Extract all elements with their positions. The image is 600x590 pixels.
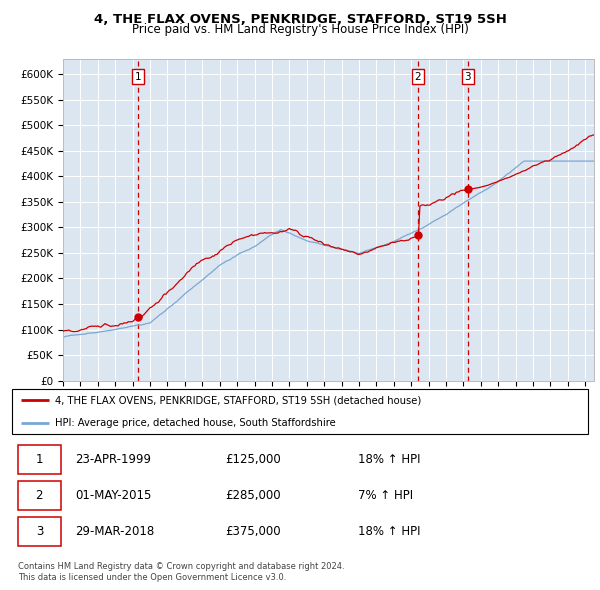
Text: HPI: Average price, detached house, South Staffordshire: HPI: Average price, detached house, Sout… bbox=[55, 418, 336, 428]
Text: 1: 1 bbox=[35, 453, 43, 466]
Text: 4, THE FLAX OVENS, PENKRIDGE, STAFFORD, ST19 5SH: 4, THE FLAX OVENS, PENKRIDGE, STAFFORD, … bbox=[94, 13, 506, 26]
Text: 29-MAR-2018: 29-MAR-2018 bbox=[76, 525, 155, 538]
Text: 01-MAY-2015: 01-MAY-2015 bbox=[76, 489, 152, 502]
Text: 4, THE FLAX OVENS, PENKRIDGE, STAFFORD, ST19 5SH (detached house): 4, THE FLAX OVENS, PENKRIDGE, STAFFORD, … bbox=[55, 395, 421, 405]
FancyBboxPatch shape bbox=[18, 445, 61, 474]
Text: £285,000: £285,000 bbox=[225, 489, 281, 502]
Text: 18% ↑ HPI: 18% ↑ HPI bbox=[358, 453, 420, 466]
Text: 1: 1 bbox=[135, 72, 142, 82]
Text: 2: 2 bbox=[415, 72, 421, 82]
Text: 23-APR-1999: 23-APR-1999 bbox=[76, 453, 151, 466]
Text: 7% ↑ HPI: 7% ↑ HPI bbox=[358, 489, 413, 502]
Text: Contains HM Land Registry data © Crown copyright and database right 2024.: Contains HM Land Registry data © Crown c… bbox=[18, 562, 344, 571]
Text: This data is licensed under the Open Government Licence v3.0.: This data is licensed under the Open Gov… bbox=[18, 572, 286, 582]
Text: 3: 3 bbox=[35, 525, 43, 538]
Text: Price paid vs. HM Land Registry's House Price Index (HPI): Price paid vs. HM Land Registry's House … bbox=[131, 23, 469, 36]
FancyBboxPatch shape bbox=[18, 517, 61, 546]
Text: 2: 2 bbox=[35, 489, 43, 502]
Text: 3: 3 bbox=[464, 72, 471, 82]
FancyBboxPatch shape bbox=[18, 481, 61, 510]
Text: 18% ↑ HPI: 18% ↑ HPI bbox=[358, 525, 420, 538]
Text: £375,000: £375,000 bbox=[225, 525, 281, 538]
Text: £125,000: £125,000 bbox=[225, 453, 281, 466]
